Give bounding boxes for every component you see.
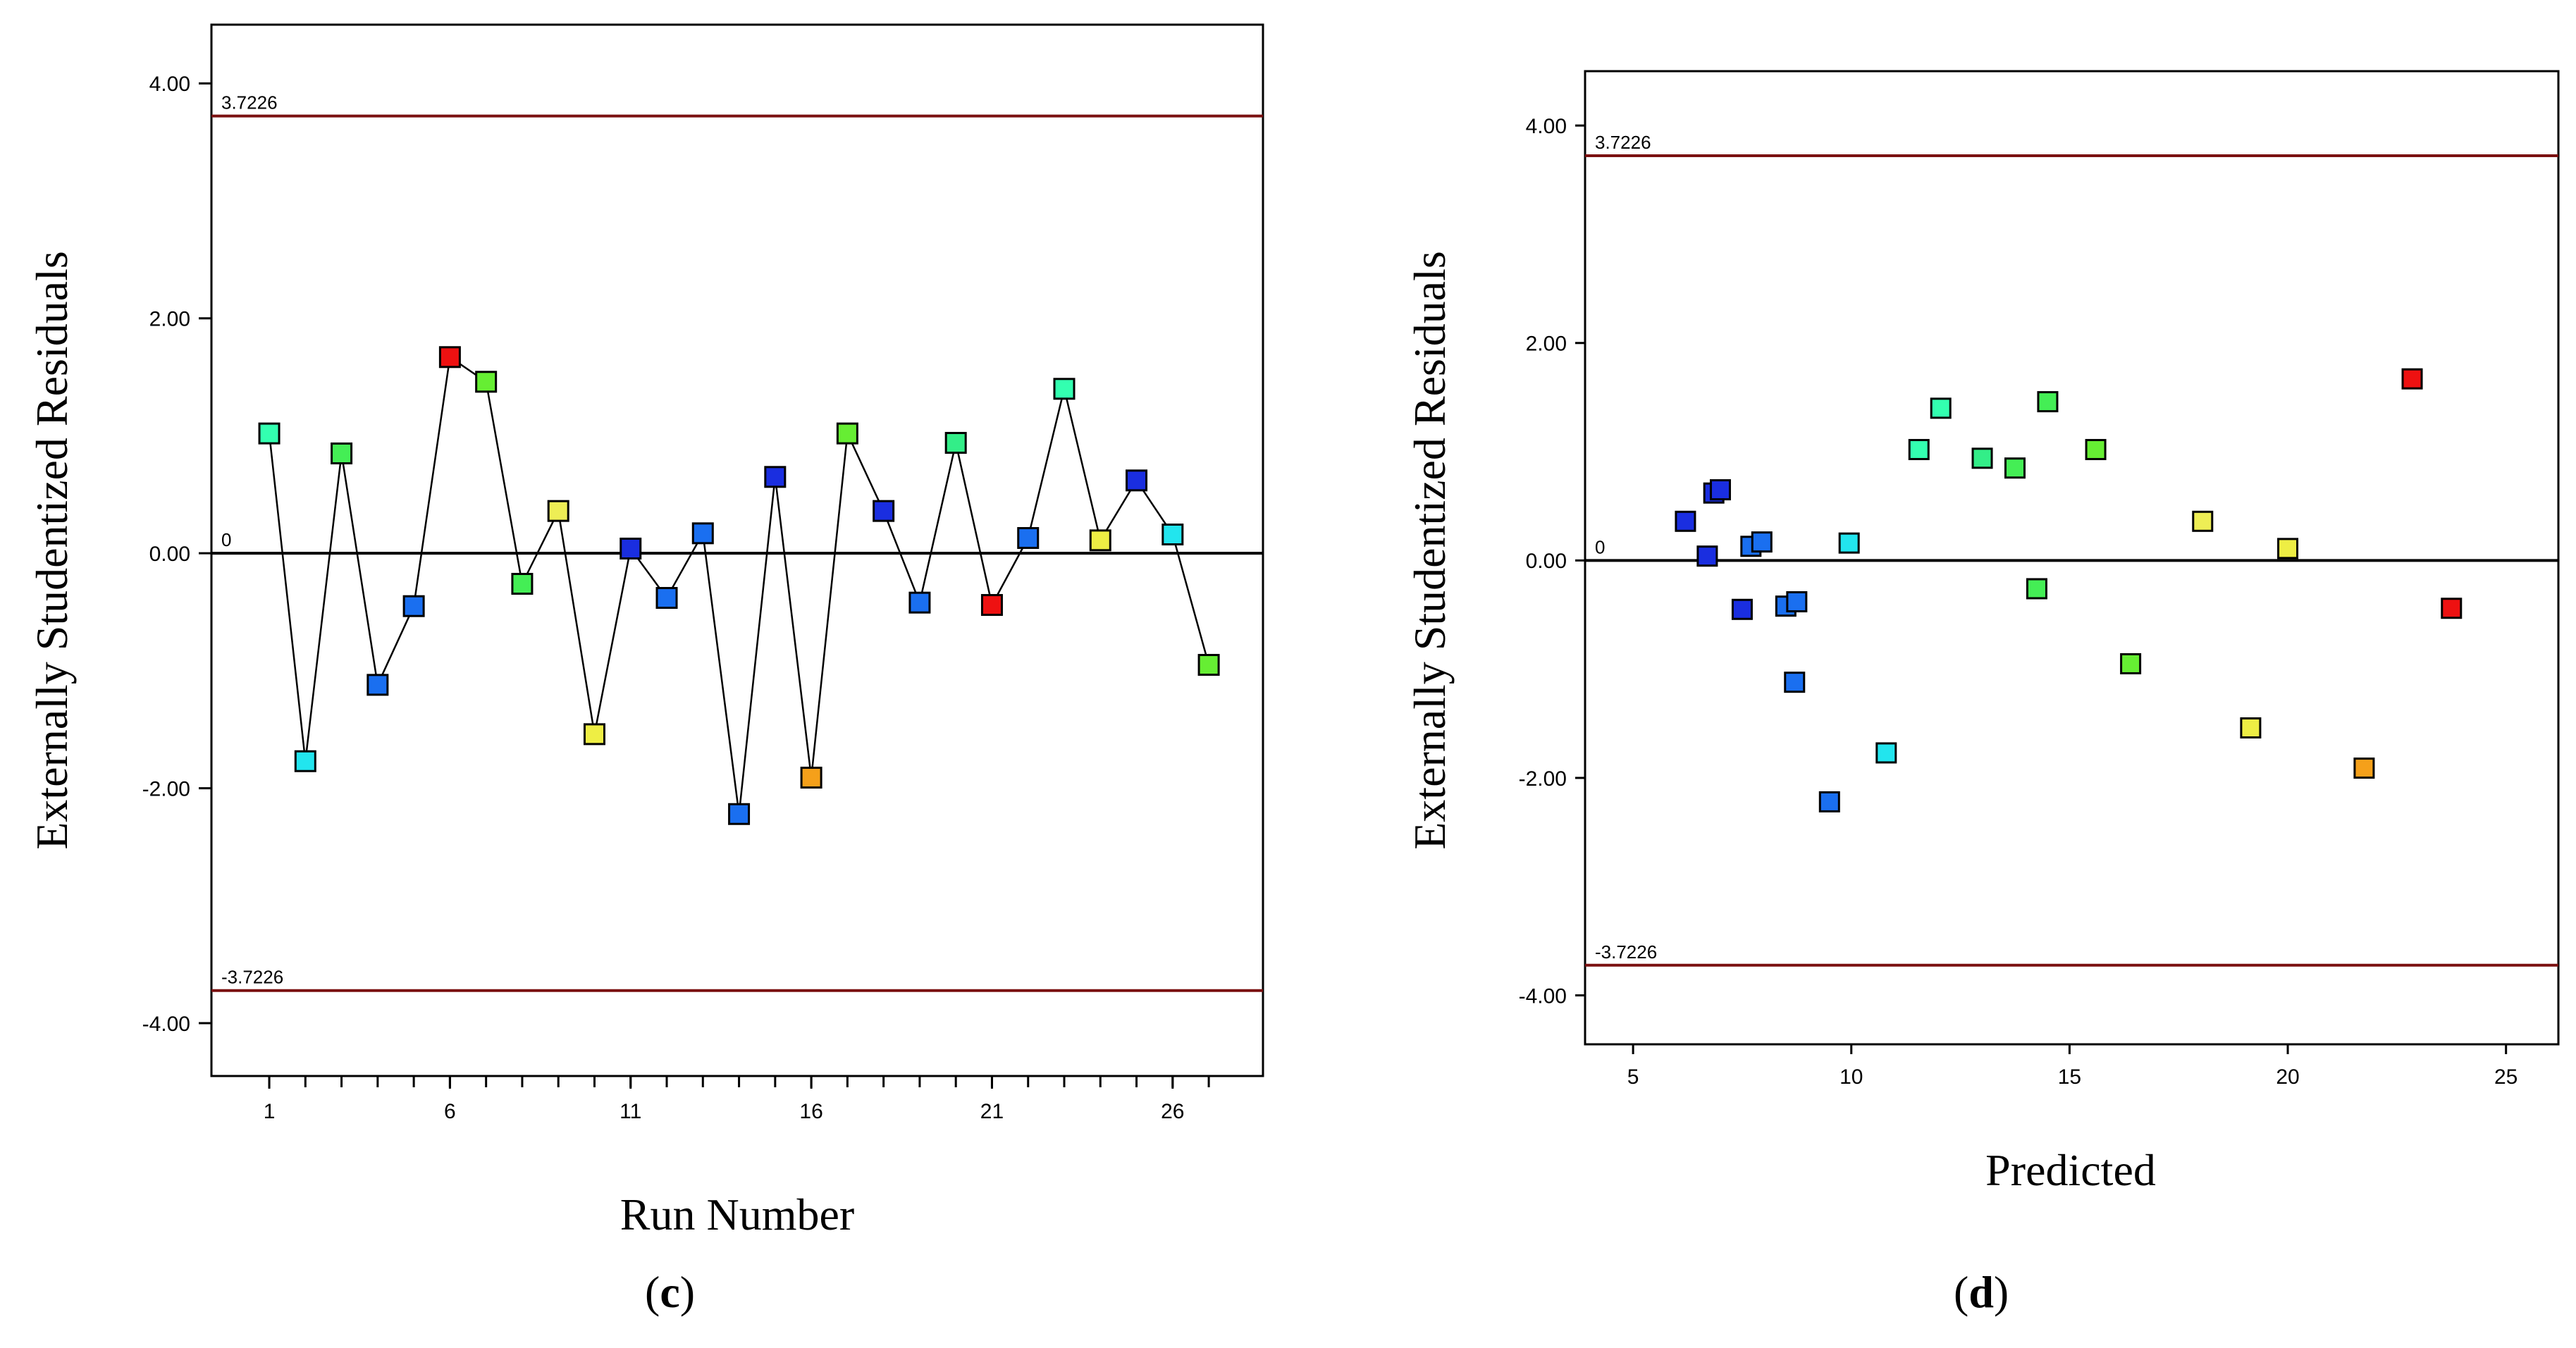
data-point bbox=[980, 594, 1003, 617]
data-point bbox=[2441, 598, 2463, 619]
data-point bbox=[1161, 523, 1184, 545]
data-point bbox=[1786, 590, 1808, 612]
data-point bbox=[1784, 672, 1806, 693]
data-points-d bbox=[1675, 368, 2463, 812]
data-point bbox=[1875, 742, 1897, 764]
data-point bbox=[2353, 758, 2375, 779]
data-point bbox=[1971, 447, 1993, 469]
data-point bbox=[331, 442, 353, 464]
x-tick-label: 15 bbox=[2058, 1065, 2081, 1089]
panel-caption-c: (c) bbox=[645, 1267, 695, 1317]
data-point bbox=[1197, 654, 1220, 676]
data-point bbox=[2085, 438, 2107, 460]
data-point bbox=[1709, 479, 1731, 501]
data-point bbox=[583, 723, 605, 746]
x-tick-label: 1 bbox=[264, 1100, 276, 1123]
data-points-c bbox=[258, 346, 1220, 825]
y-tick-label: 0.00 bbox=[1526, 550, 1567, 573]
series-line bbox=[268, 355, 1210, 815]
data-point bbox=[691, 522, 714, 545]
y-tick-label: -4.00 bbox=[1519, 984, 1567, 1008]
axis-ticks-d: 4.00 2.00 0.00 -2.00 -4.00 5 10 15 20 25 bbox=[1519, 115, 2518, 1089]
data-point bbox=[1675, 510, 1696, 532]
data-point bbox=[908, 591, 931, 614]
x-tick-label: 6 bbox=[444, 1100, 456, 1123]
reference-line-label: -3.7226 bbox=[1595, 941, 1657, 963]
data-point bbox=[2004, 457, 2026, 479]
data-point bbox=[2120, 653, 2142, 674]
reference-lines-d: 3.7226 0 -3.7226 bbox=[1585, 132, 2558, 967]
x-tick-label: 21 bbox=[980, 1100, 1004, 1123]
data-point bbox=[620, 537, 642, 559]
x-tick-label: 5 bbox=[1627, 1065, 1639, 1089]
data-point bbox=[2192, 510, 2214, 532]
reference-lines-c: 3.7226 0 -3.7226 bbox=[211, 92, 1263, 992]
panel-caption-letter-d: d bbox=[1968, 1267, 1994, 1317]
data-point bbox=[2026, 578, 2047, 600]
data-point bbox=[764, 466, 787, 488]
data-point bbox=[1017, 526, 1040, 549]
x-axis-title-c: Run Number bbox=[620, 1189, 854, 1239]
panel-caption-letter-c: c bbox=[660, 1267, 679, 1317]
x-tick-label: 25 bbox=[2494, 1065, 2518, 1089]
data-point bbox=[2401, 368, 2423, 390]
reference-line-label: 3.7226 bbox=[221, 92, 278, 113]
data-point bbox=[1908, 438, 1930, 460]
x-axis-title-d: Predicted bbox=[1985, 1145, 2156, 1195]
data-point bbox=[1053, 378, 1076, 400]
data-point bbox=[2277, 538, 2299, 559]
connector-lines-c bbox=[268, 355, 1210, 815]
data-point bbox=[1696, 545, 1718, 567]
panel-caption-d: (d) bbox=[1954, 1267, 2009, 1317]
data-point bbox=[2037, 391, 2059, 413]
y-tick-label: 0.00 bbox=[149, 543, 190, 566]
data-point bbox=[800, 767, 822, 789]
data-point bbox=[873, 500, 895, 522]
data-point bbox=[475, 371, 498, 393]
data-point bbox=[1126, 469, 1148, 492]
y-tick-label: -4.00 bbox=[142, 1013, 190, 1036]
reference-line-label: -3.7226 bbox=[221, 967, 283, 988]
data-point bbox=[655, 587, 678, 610]
data-point bbox=[511, 573, 534, 595]
data-point bbox=[1818, 791, 1840, 812]
reference-line-label: 0 bbox=[1595, 536, 1605, 557]
data-point bbox=[1930, 397, 1952, 419]
y-tick-label: 2.00 bbox=[1526, 333, 1567, 356]
y-tick-label: -2.00 bbox=[1519, 767, 1567, 791]
plot-frame-d bbox=[1584, 70, 2560, 1046]
data-point bbox=[1751, 531, 1773, 553]
data-point bbox=[438, 346, 461, 369]
y-tick-label: 4.00 bbox=[1526, 115, 1567, 138]
panel-d: 3.7226 0 -3.7226 4.00 2.00 0.00 -2.00 -4.00 5 10… bbox=[1405, 70, 2560, 1317]
data-point bbox=[258, 422, 281, 445]
data-point bbox=[2240, 717, 2262, 738]
x-tick-label: 11 bbox=[620, 1100, 641, 1123]
data-point bbox=[366, 674, 389, 696]
data-point bbox=[1838, 532, 1860, 554]
axis-ticks-c: 4.002.000.00-2.00-4.001 6 11 16 21 26 bbox=[142, 73, 1210, 1123]
y-tick-label: 4.00 bbox=[149, 73, 190, 96]
data-point bbox=[836, 422, 858, 445]
x-tick-label: 20 bbox=[2276, 1065, 2299, 1089]
data-point bbox=[294, 750, 316, 772]
plot-frame-c bbox=[210, 23, 1264, 1077]
reference-line-label: 0 bbox=[221, 529, 231, 550]
data-point bbox=[402, 595, 425, 617]
data-point bbox=[1731, 598, 1753, 620]
y-axis-title-d: Externally Studentized Residuals bbox=[1405, 251, 1455, 850]
x-tick-label: 10 bbox=[1839, 1065, 1863, 1089]
reference-line-label: 3.7226 bbox=[1595, 132, 1651, 153]
data-point bbox=[728, 803, 751, 825]
y-tick-label: -2.00 bbox=[142, 777, 190, 800]
y-axis-title-c: Externally Studentized Residuals bbox=[27, 251, 77, 850]
data-point bbox=[1089, 529, 1111, 552]
x-tick-label: 16 bbox=[799, 1100, 822, 1123]
data-point bbox=[547, 500, 569, 522]
y-tick-label: 2.00 bbox=[149, 308, 190, 331]
data-point bbox=[944, 431, 967, 454]
x-tick-label: 26 bbox=[1161, 1100, 1184, 1123]
